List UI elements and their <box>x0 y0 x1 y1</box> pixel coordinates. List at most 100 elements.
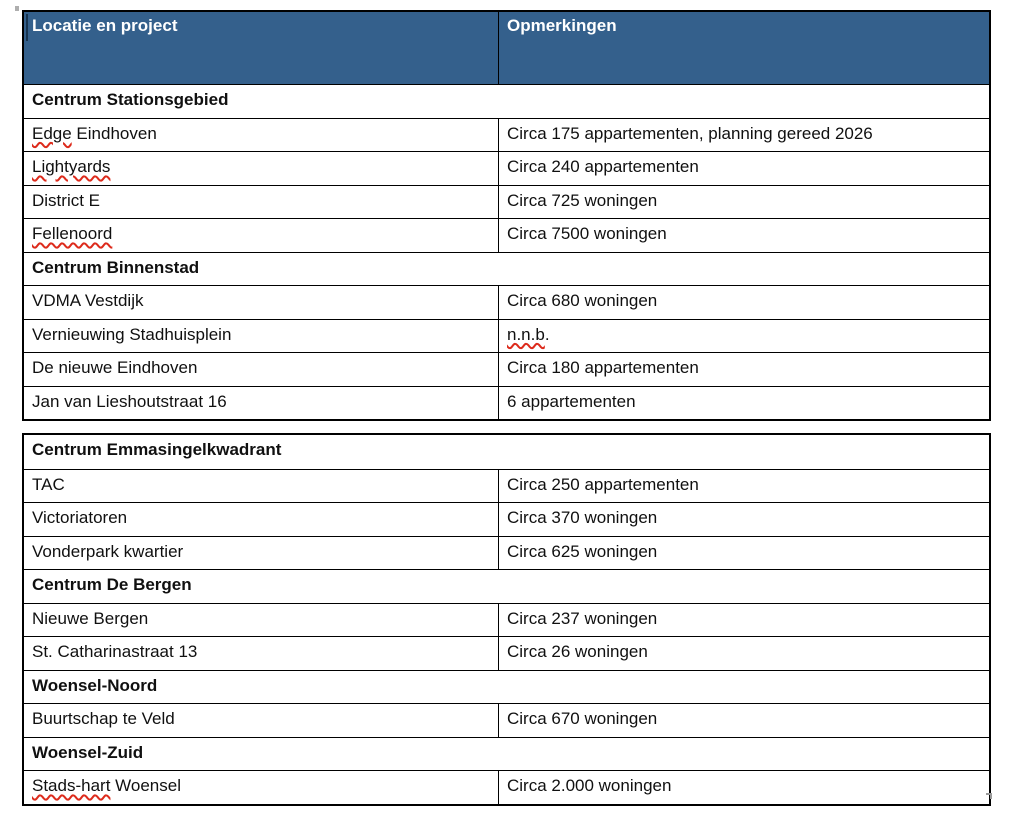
section-title-cell[interactable]: Centrum Binnenstad <box>24 253 989 286</box>
section-header-row: Centrum De Bergen <box>24 569 989 603</box>
project-name-cell[interactable]: TAC <box>24 469 499 502</box>
section-title-cell[interactable]: Centrum Stationsgebied <box>24 85 989 118</box>
cell-text: Circa 625 woningen <box>507 541 658 561</box>
cell-text: Circa 175 appartementen, planning gereed… <box>507 123 873 143</box>
project-row: Lightyards Circa 240 appartementen <box>24 151 989 185</box>
projects-table-upper: Locatie en project Opmerkingen Centrum S… <box>22 10 991 421</box>
project-name-cell[interactable]: Stads-hart Woensel <box>24 771 499 804</box>
cell-text: 6 appartementen <box>507 391 636 411</box>
cell-text: Vonderpark kwartier <box>32 541 184 561</box>
project-remark-cell[interactable]: 6 appartementen <box>499 387 989 420</box>
project-remark-cell[interactable]: n.n.b. <box>499 320 989 353</box>
project-remark-cell[interactable]: Circa 237 woningen <box>499 604 989 637</box>
project-remark-cell[interactable]: Circa 625 woningen <box>499 537 989 570</box>
project-name-cell[interactable]: Jan van Lieshoutstraat 16 <box>24 386 499 419</box>
table-resize-handle[interactable] <box>986 793 992 799</box>
project-remark-cell[interactable]: Circa 26 woningen <box>499 637 989 670</box>
cell-text: Eindhoven <box>71 123 157 143</box>
project-remark-cell[interactable]: Circa 240 appartementen <box>499 152 989 185</box>
section-header-row: Woensel-Noord <box>24 669 989 704</box>
cell-text: Circa 670 woningen <box>507 709 658 728</box>
cell-text: Nieuwe Bergen <box>32 608 149 628</box>
project-remark-cell[interactable]: Circa 725 woningen <box>499 186 989 219</box>
cell-text: Circa 725 woningen <box>507 190 658 210</box>
project-row: Jan van Lieshoutstraat 16 6 appartementen <box>24 385 989 420</box>
project-name-cell[interactable]: De nieuwe Eindhoven <box>24 353 499 386</box>
project-row: VDMA Vestdijk Circa 680 woningen <box>24 285 989 319</box>
object-anchor-mark <box>15 6 19 11</box>
cell-text: Centrum De Bergen <box>32 575 192 594</box>
cell-text: Circa 680 woningen <box>507 291 658 310</box>
cell-text: Woensel-Zuid <box>32 742 144 762</box>
project-name-cell[interactable]: District E <box>24 185 499 218</box>
cell-text: Centrum Emmasingelkwadrant <box>32 440 282 459</box>
project-remark-cell[interactable]: Circa 175 appartementen, planning gereed… <box>499 119 989 152</box>
project-remark-cell[interactable]: Circa 2.000 woningen <box>499 771 989 804</box>
cell-text: Jan van Lieshoutstraat 16 <box>32 391 227 411</box>
section-header-row: Centrum Stationsgebied <box>24 84 989 118</box>
project-row: Edge Eindhoven Circa 175 appartementen, p… <box>24 117 989 152</box>
cell-text: Vernieuwing Stadhuisplein <box>32 324 232 344</box>
cell-text: . <box>544 324 550 344</box>
project-row: Vernieuwing Stadhuisplein n.n.b. <box>24 318 989 353</box>
misspelled-text: n.n.b <box>507 324 545 344</box>
project-remark-cell[interactable]: Circa 7500 woningen <box>499 219 989 252</box>
section-title-cell[interactable]: Centrum De Bergen <box>24 570 989 603</box>
misspelled-text: Lightyards <box>32 157 111 176</box>
project-name-cell[interactable]: Lightyards <box>24 152 499 185</box>
cell-text: Circa 2.000 woningen <box>507 776 672 795</box>
text-cursor <box>26 14 28 41</box>
header-cell-locatie[interactable]: Locatie en project <box>24 12 499 84</box>
project-row: Nieuwe Bergen Circa 237 woningen <box>24 602 989 637</box>
header-label-locatie: Locatie en project <box>32 16 178 35</box>
cell-text: Circa 180 appartementen <box>507 358 699 377</box>
project-name-cell[interactable]: Edge Eindhoven <box>24 118 499 151</box>
cell-text: TAC <box>32 474 65 494</box>
project-name-cell[interactable]: Buurtschap te Veld <box>24 704 499 737</box>
cell-text: Victoriatoren <box>32 508 128 527</box>
project-row: Fellenoord Circa 7500 woningen <box>24 218 989 252</box>
cell-text: Buurtschap te Veld <box>32 709 175 728</box>
project-remark-cell[interactable]: Circa 370 woningen <box>499 503 989 536</box>
cell-text: VDMA Vestdijk <box>32 291 144 310</box>
project-remark-cell[interactable]: Circa 680 woningen <box>499 286 989 319</box>
project-row: Vonderpark kwartier Circa 625 woningen <box>24 535 989 570</box>
projects-table-lower: Centrum Emmasingelkwadrant TAC Circa 250 a… <box>22 433 991 806</box>
project-row: De nieuwe Eindhoven Circa 180 appartement… <box>24 352 989 386</box>
header-label-opmerkingen: Opmerkingen <box>507 16 617 35</box>
project-row: Buurtschap te Veld Circa 670 woningen <box>24 703 989 737</box>
project-remark-cell[interactable]: Circa 180 appartementen <box>499 353 989 386</box>
header-cell-opmerkingen[interactable]: Opmerkingen <box>499 12 989 84</box>
section-header-row: Centrum Emmasingelkwadrant <box>24 435 989 469</box>
misspelled-text: Stads-hart <box>32 776 111 795</box>
misspelled-text: Edge <box>32 123 72 143</box>
cell-text: Woensel <box>110 776 181 795</box>
project-remark-cell[interactable]: Circa 250 appartementen <box>499 470 989 503</box>
section-title-cell[interactable]: Woensel-Noord <box>24 671 989 704</box>
project-remark-cell[interactable]: Circa 670 woningen <box>499 704 989 737</box>
section-title-cell[interactable]: Centrum Emmasingelkwadrant <box>24 435 989 469</box>
cell-text: Circa 250 appartementen <box>507 474 699 494</box>
misspelled-text: Fellenoord <box>32 224 113 243</box>
project-row: Stads-hart Woensel Circa 2.000 woningen <box>24 770 989 804</box>
cell-text: Circa 240 appartementen <box>507 157 699 176</box>
project-name-cell[interactable]: Nieuwe Bergen <box>24 603 499 636</box>
project-name-cell[interactable]: VDMA Vestdijk <box>24 286 499 319</box>
project-name-cell[interactable]: Fellenoord <box>24 219 499 252</box>
project-name-cell[interactable]: St. Catharinastraat 13 <box>24 637 499 670</box>
project-name-cell[interactable]: Vernieuwing Stadhuisplein <box>24 319 499 352</box>
section-header-row: Woensel-Zuid <box>24 736 989 771</box>
cell-text: Circa 26 woningen <box>507 642 648 661</box>
cell-text: Circa 237 woningen <box>507 608 658 628</box>
cell-text: De nieuwe Eindhoven <box>32 358 198 377</box>
cell-text: Circa 370 woningen <box>507 508 658 527</box>
project-name-cell[interactable]: Victoriatoren <box>24 503 499 536</box>
section-header-row: Centrum Binnenstad <box>24 251 989 286</box>
project-row: TAC Circa 250 appartementen <box>24 468 989 503</box>
project-name-cell[interactable]: Vonderpark kwartier <box>24 536 499 569</box>
cell-text: District E <box>32 190 100 210</box>
project-row: Victoriatoren Circa 370 woningen <box>24 502 989 536</box>
section-title-cell[interactable]: Woensel-Zuid <box>24 738 989 771</box>
cell-text: St. Catharinastraat 13 <box>32 642 198 661</box>
